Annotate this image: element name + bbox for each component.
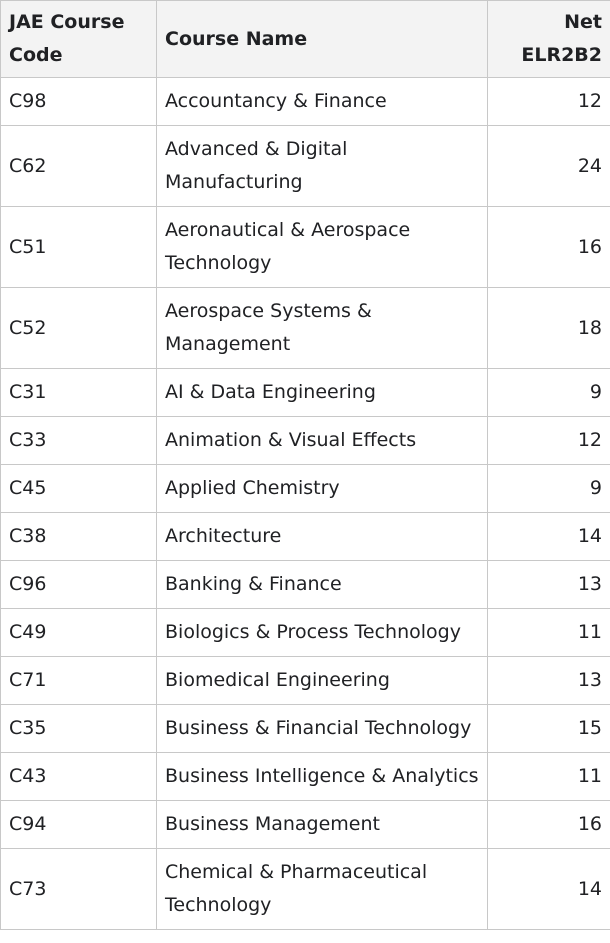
net-elr2b2-cell: 14 — [487, 512, 610, 561]
course-code-cell: C31 — [0, 368, 157, 417]
net-elr2b2-cell: 15 — [487, 704, 610, 753]
course-code-cell: C52 — [0, 287, 157, 369]
course-code-cell: C94 — [0, 800, 157, 849]
table-row: C33 Animation & Visual Effects 12 — [0, 416, 610, 465]
net-elr2b2-cell: 12 — [487, 416, 610, 465]
table-row: C43 Business Intelligence & Analytics 11 — [0, 752, 610, 801]
course-name-cell: Animation & Visual Effects — [156, 416, 488, 465]
table-row: C52 Aerospace Systems & Management 18 — [0, 287, 610, 369]
table-row: C49 Biologics & Process Technology 11 — [0, 608, 610, 657]
course-name-cell: Biologics & Process Technology — [156, 608, 488, 657]
table-row: C62 Advanced & Digital Manufacturing 24 — [0, 125, 610, 207]
course-code-cell: C71 — [0, 656, 157, 705]
course-code-cell: C98 — [0, 77, 157, 126]
header-net-elr2b2[interactable]: Net ELR2B2 — [487, 0, 610, 78]
table-row: C45 Applied Chemistry 9 — [0, 464, 610, 513]
course-code-cell: C51 — [0, 206, 157, 288]
course-name-cell: Advanced & Digital Manufacturing — [156, 125, 488, 207]
net-elr2b2-cell: 9 — [487, 368, 610, 417]
net-elr2b2-cell: 13 — [487, 656, 610, 705]
table-body: C98 Accountancy & Finance 12 C62 Advance… — [0, 77, 610, 930]
course-name-cell: AI & Data Engineering — [156, 368, 488, 417]
course-code-cell: C62 — [0, 125, 157, 207]
course-name-cell: Chemical & Pharmaceutical Technology — [156, 848, 488, 930]
net-elr2b2-cell: 16 — [487, 206, 610, 288]
course-name-cell: Banking & Finance — [156, 560, 488, 609]
course-code-cell: C38 — [0, 512, 157, 561]
course-name-cell: Business & Financial Technology — [156, 704, 488, 753]
table-row: C71 Biomedical Engineering 13 — [0, 656, 610, 705]
course-code-cell: C96 — [0, 560, 157, 609]
course-code-cell: C45 — [0, 464, 157, 513]
net-elr2b2-cell: 16 — [487, 800, 610, 849]
course-name-cell: Business Management — [156, 800, 488, 849]
course-code-cell: C73 — [0, 848, 157, 930]
table-row: C31 AI & Data Engineering 9 — [0, 368, 610, 417]
net-elr2b2-cell: 12 — [487, 77, 610, 126]
net-elr2b2-cell: 11 — [487, 608, 610, 657]
net-elr2b2-cell: 13 — [487, 560, 610, 609]
course-name-cell: Applied Chemistry — [156, 464, 488, 513]
header-row: JAE Course Code Course Name Net ELR2B2 — [0, 0, 610, 78]
net-elr2b2-cell: 24 — [487, 125, 610, 207]
course-code-cell: C35 — [0, 704, 157, 753]
header-course-code[interactable]: JAE Course Code — [0, 0, 157, 78]
course-name-cell: Business Intelligence & Analytics — [156, 752, 488, 801]
course-name-cell: Architecture — [156, 512, 488, 561]
table-header: JAE Course Code Course Name Net ELR2B2 — [0, 0, 610, 78]
course-name-cell: Accountancy & Finance — [156, 77, 488, 126]
course-name-cell: Aeronautical & Aerospace Technology — [156, 206, 488, 288]
course-code-cell: C43 — [0, 752, 157, 801]
net-elr2b2-cell: 14 — [487, 848, 610, 930]
course-name-cell: Aerospace Systems & Management — [156, 287, 488, 369]
header-course-name[interactable]: Course Name — [156, 0, 488, 78]
course-code-cell: C33 — [0, 416, 157, 465]
table-row: C73 Chemical & Pharmaceutical Technology… — [0, 848, 610, 930]
table-row: C51 Aeronautical & Aerospace Technology … — [0, 206, 610, 288]
net-elr2b2-cell: 9 — [487, 464, 610, 513]
course-name-cell: Biomedical Engineering — [156, 656, 488, 705]
table-row: C96 Banking & Finance 13 — [0, 560, 610, 609]
net-elr2b2-cell: 18 — [487, 287, 610, 369]
table-row: C38 Architecture 14 — [0, 512, 610, 561]
course-code-cell: C49 — [0, 608, 157, 657]
net-elr2b2-cell: 11 — [487, 752, 610, 801]
table-row: C94 Business Management 16 — [0, 800, 610, 849]
table-row: C98 Accountancy & Finance 12 — [0, 77, 610, 126]
table-row: C35 Business & Financial Technology 15 — [0, 704, 610, 753]
